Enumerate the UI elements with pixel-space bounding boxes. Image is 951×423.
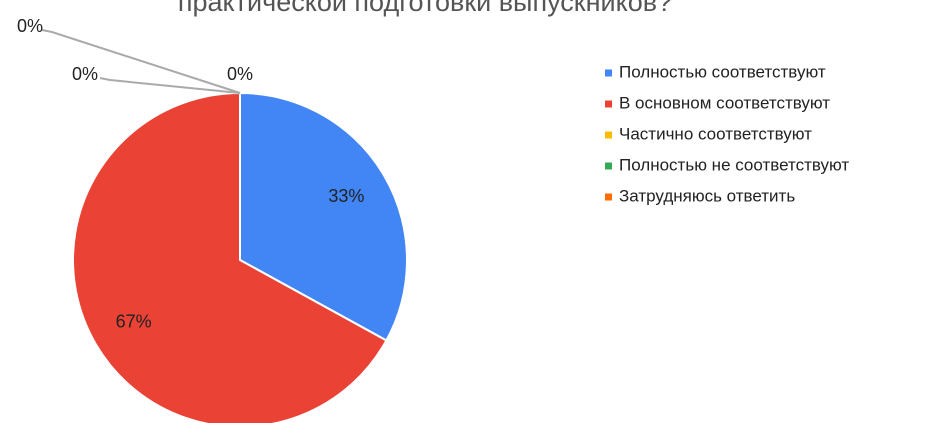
legend-label: Частично соответствуют <box>619 124 812 143</box>
slice-label: 0% <box>72 64 98 84</box>
slice-label: 0% <box>17 16 43 36</box>
legend-label: Затрудняюсь ответить <box>619 186 795 205</box>
leader-line <box>41 29 241 94</box>
pie-slice <box>239 91 408 342</box>
legend-label: В основном соответствуют <box>619 93 830 112</box>
slice-label: 0% <box>227 64 253 84</box>
legend-swatch <box>605 69 612 77</box>
legend-swatch <box>605 100 612 108</box>
legend-swatch <box>605 131 612 139</box>
legend-swatch <box>605 193 612 201</box>
legend-swatch <box>605 162 612 170</box>
chart-title: практической подготовки выпускников? <box>178 0 672 17</box>
leader-line <box>99 77 241 94</box>
slice-label: 33% <box>328 186 364 206</box>
legend-label: Полностью не соответствуют <box>619 155 849 174</box>
pie-slice <box>72 91 388 423</box>
slice-label: 67% <box>116 312 152 332</box>
legend-label: Полностью соответствуют <box>619 62 826 81</box>
